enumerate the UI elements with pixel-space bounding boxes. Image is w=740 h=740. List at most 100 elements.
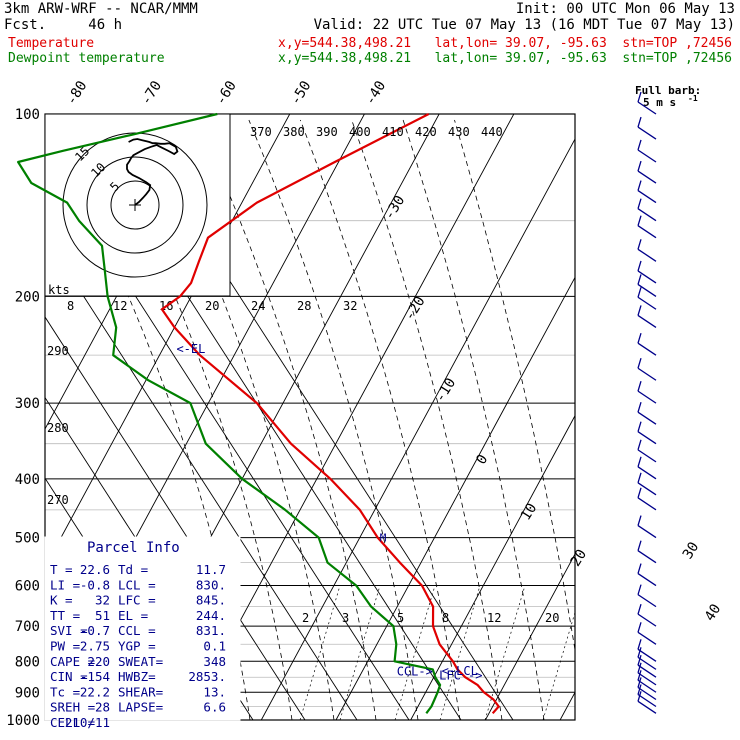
hodograph-ring [86,156,184,254]
parcel-value: 244. [196,608,226,623]
barb-flag [637,198,642,209]
forecast-hour: Fcst. 46 h [4,17,123,33]
isotherm-line [335,276,575,720]
barb-shaft [637,466,657,480]
wind-barb [637,677,657,701]
isotherm-label: -40 [362,78,389,108]
mixing-ratio-label: 3 [342,611,349,625]
pressure-tick-label: 400 [15,472,40,488]
parcel-value: 13. [203,684,226,699]
parcel-value: -0.8 [80,577,110,592]
parcel-key: T = [50,562,73,577]
parcel-value: 22.2 [80,684,110,699]
mixing-ratio-line [484,585,526,720]
barb-flag [637,515,642,526]
moist-adiabat-curve [248,119,419,720]
theta-label: 420 [415,125,437,139]
barb-flag [637,647,642,658]
parcel-value: 348 [203,654,226,669]
dewpoint-label: Dewpoint temperature [8,51,165,66]
pressure-tick-label: 200 [15,289,40,305]
barb-shaft [637,613,657,627]
theta-label: 380 [283,125,305,139]
wind-barb [637,622,657,645]
barb-shaft [637,631,657,645]
isotherm-line [410,414,575,720]
level-label: LFC -> [439,669,482,683]
isotherm-label: 10 [518,501,541,524]
mixing-ratio-line [394,585,436,720]
parcel-value: 845. [196,593,226,608]
wind-barb [637,380,657,404]
parcel-value: 51 [95,608,110,623]
barb-shaft [637,525,657,539]
parcel-value: 11.7 [196,562,226,577]
barb-shaft [637,248,657,262]
parcel-key: CELL = [50,715,95,730]
parcel-key: SHEAR= [118,684,163,699]
parcel-key: YGP = [118,639,156,654]
parcel-info-title: Parcel Info [87,540,180,556]
parcel-value: 32 [95,593,110,608]
barb-shaft [637,656,657,670]
hodograph-axis-label: 12 [113,299,127,313]
pressure-tick-label: 800 [15,654,40,670]
barb-flag [637,160,642,172]
isotherm-line [635,114,740,720]
wind-barb [637,180,657,204]
temperature-label: Temperature [8,36,95,51]
wind-barb [637,287,657,310]
hodograph-axis-label: 24 [251,299,265,313]
parcel-key: SVI = [50,623,88,638]
barb-flag [637,139,642,151]
barb-flag [637,358,642,369]
pressure-tick-label: 100 [15,107,40,123]
mixing-ratio-line [439,585,481,720]
barb-shaft [637,190,657,204]
sounding-lines [17,112,500,715]
barb-flag [637,487,642,499]
hodograph-axis-label: 32 [343,299,357,313]
isotherm-label: 30 [680,539,703,562]
parcel-key: CCL = [118,623,156,638]
mixing-ratio-line [299,585,341,720]
barb-key-exponent: -1 [688,94,698,103]
wind-barb [637,274,657,297]
parcel-key: HWBZ= [118,669,156,684]
parcel-key: LAPSE= [118,700,163,715]
hodograph-axis-label: 8 [67,299,74,313]
wind-barb [637,603,657,627]
moist-adiabat-curve [402,119,545,720]
wind-barb [637,402,657,425]
freezing-level-marker: M [380,532,387,545]
theta-label: 400 [349,125,371,139]
parcel-key: SREH = [50,700,95,715]
barb-shaft [637,693,657,708]
valid-time: Valid: 22 UTC Tue 07 May 13 (16 MDT Tue … [313,17,735,33]
hodograph-axis-label: 20 [205,299,219,313]
wind-barb [637,215,657,239]
parcel-key: K = [50,593,73,608]
isotherm-label: -20 [402,294,429,324]
isotherm-label: -60 [213,78,240,108]
wind-barb [637,358,657,381]
barb-shaft [637,679,657,693]
dry-adiabat-label: 280 [47,421,69,435]
plot-frame [44,113,576,721]
wind-barb [637,684,657,708]
barb-shaft [637,283,657,297]
barb-shaft [637,270,657,284]
plot-clip-group [45,114,740,720]
barb-flag [637,655,642,666]
barb-shaft [637,449,657,463]
barb-key-label: Full barb: [635,84,701,97]
theta-label: 370 [250,125,272,139]
wind-barb [637,260,657,284]
wind-barb [637,91,657,115]
pressure-tick-label: 700 [15,619,40,635]
barb-flag [637,584,642,595]
barb-shaft [637,208,657,222]
barb-flag [637,91,642,103]
wind-barb [637,116,657,140]
